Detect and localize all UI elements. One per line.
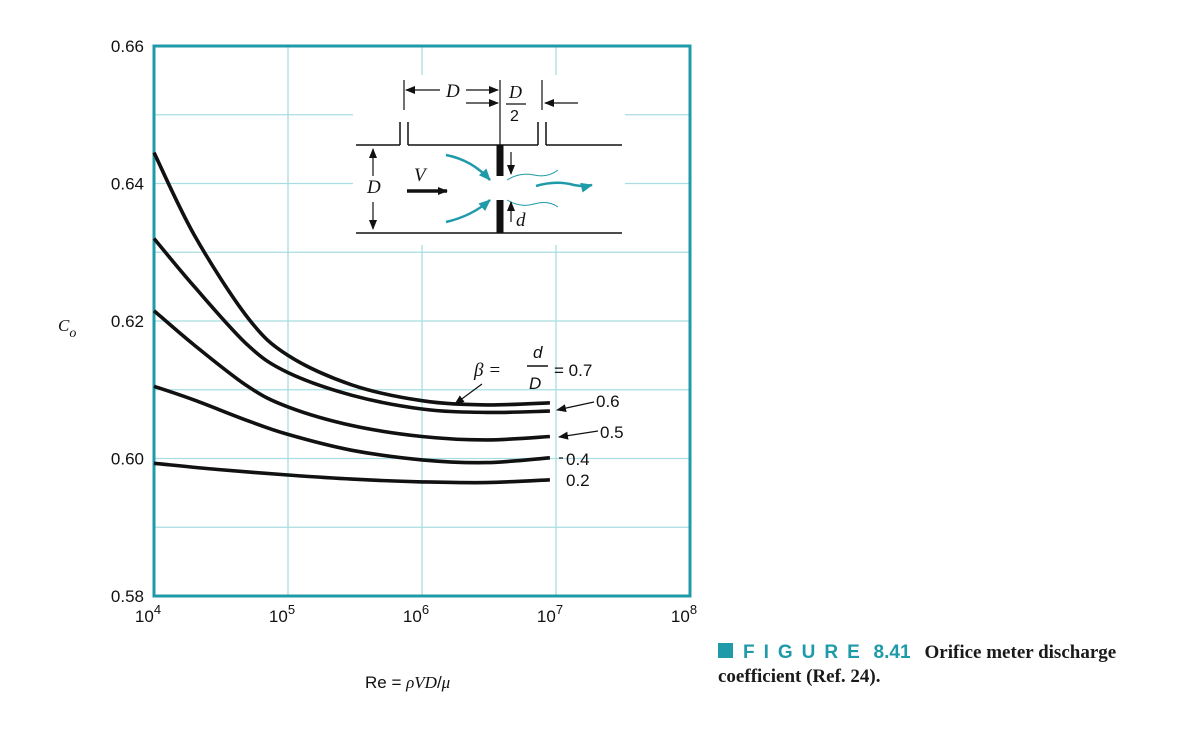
caption-square-icon: [718, 643, 733, 658]
x-axis-title: Re = ρVD/μ: [365, 673, 450, 692]
curve-label-0.5: 0.5: [558, 423, 624, 442]
svg-text:d: d: [533, 343, 543, 362]
svg-text:= 0.7: = 0.7: [554, 361, 592, 380]
curves: [152, 151, 551, 485]
diagram-label-D-half-den: 2: [510, 108, 519, 125]
y-axis-title: Co: [58, 316, 76, 341]
curve-beta-0.7: [152, 151, 550, 407]
x-tick-label: 106: [403, 602, 429, 626]
diagram-label-d: d: [516, 210, 526, 231]
curve-beta-0.6: [152, 237, 550, 415]
diagram-label-V: V: [414, 165, 428, 186]
diagram-label-D-half-num: D: [508, 82, 522, 102]
curve-label-0.4: 0.4: [559, 450, 590, 469]
y-tick-label: 0.60: [111, 450, 144, 469]
svg-text:D: D: [529, 374, 541, 393]
caption-text: Orifice meter discharge coefficient (Ref…: [718, 642, 1117, 687]
x-tick-label: 107: [537, 602, 563, 626]
curve-beta-0.5: [152, 309, 551, 442]
curve-beta-0.4: [153, 384, 551, 465]
orifice-diagram: D D 2 D V d: [353, 75, 625, 245]
svg-text:0.2: 0.2: [566, 471, 590, 490]
svg-text:0.5: 0.5: [600, 423, 624, 442]
figure-caption: FIGURE 8.41 Orifice meter discharge coeff…: [718, 641, 1158, 689]
x-tick-label: 108: [671, 602, 697, 626]
caption-figure-word: FIGURE: [743, 642, 869, 663]
beta-leader-arrow: [454, 383, 483, 405]
caption-figure-number: 8.41: [873, 642, 911, 663]
x-tick-label: 105: [269, 602, 295, 626]
y-tick-label: 0.58: [111, 587, 144, 606]
y-tick-label: 0.64: [111, 175, 144, 194]
svg-text:0.6: 0.6: [596, 392, 620, 411]
x-tick-label: 104: [135, 602, 161, 626]
y-tick-labels: 0.58 0.60 0.62 0.64 0.66: [111, 37, 144, 606]
x-tick-labels: 104 105 106 107 108: [135, 602, 697, 626]
diagram-label-D-top: D: [445, 81, 460, 102]
svg-text:0.4: 0.4: [566, 450, 590, 469]
diagram-label-D-left: D: [366, 177, 381, 198]
beta-annotation: β = d D = 0.7: [454, 343, 592, 405]
plot-frame: [152, 44, 692, 598]
curve-label-0.6: 0.6: [556, 392, 620, 413]
y-tick-label: 0.62: [111, 312, 144, 331]
y-tick-label: 0.66: [111, 37, 144, 56]
curve-beta-0.2: [153, 461, 550, 485]
svg-text:β =: β =: [473, 360, 501, 381]
curve-label-0.2: 0.2: [566, 471, 590, 490]
